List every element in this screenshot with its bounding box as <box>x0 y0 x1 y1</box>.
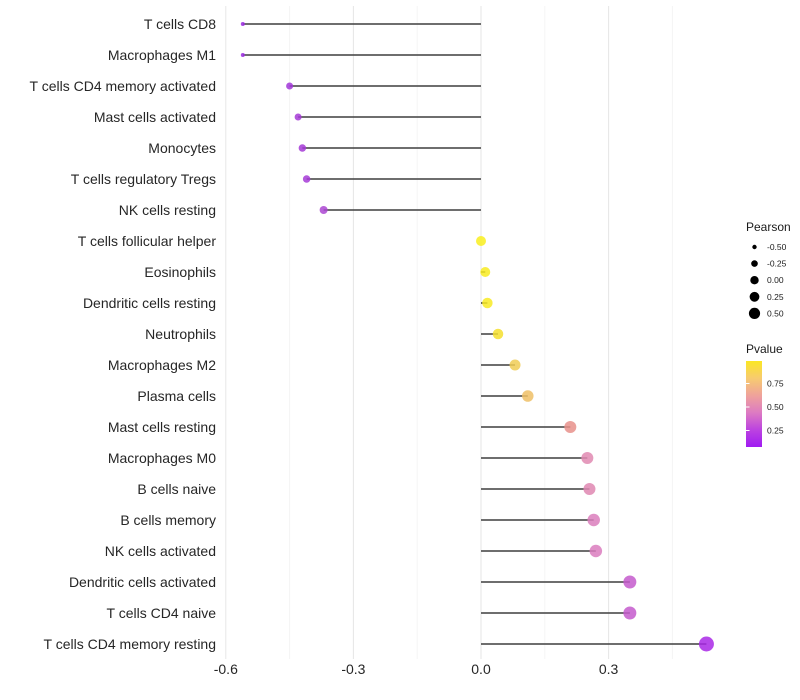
y-axis-label: Dendritic cells resting <box>83 295 216 311</box>
legend-size-dot <box>749 291 760 302</box>
y-axis-label: T cells regulatory Tregs <box>71 171 216 187</box>
lollipop-dot <box>698 636 714 652</box>
y-axis-label: Macrophages M1 <box>108 47 216 63</box>
legend-colorbar-label: 0.25 <box>767 426 784 436</box>
lollipop-dot <box>319 206 328 214</box>
legend-size-label: -0.50 <box>767 242 787 252</box>
y-axis-label: NK cells activated <box>105 543 216 559</box>
lollipop-dot <box>482 297 493 309</box>
lollipop-dot <box>522 390 534 402</box>
y-axis-label: Monocytes <box>148 140 216 156</box>
lollipop-dot <box>302 175 311 183</box>
y-axis-label: T cells CD4 memory activated <box>30 78 216 94</box>
y-axis-label: T cells follicular helper <box>78 233 217 249</box>
y-axis-label: Neutrophils <box>145 326 216 342</box>
legend-colorbar <box>746 361 762 447</box>
y-axis-label: Mast cells resting <box>108 419 216 435</box>
legend-size-label: 0.25 <box>767 292 784 302</box>
lollipop-dot <box>286 82 294 90</box>
lollipop-dot <box>492 328 504 340</box>
legend-size-dot <box>751 260 758 267</box>
lollipop-dot <box>581 452 594 464</box>
y-axis-label: Dendritic cells activated <box>69 574 216 590</box>
legend-size-dot <box>748 307 761 319</box>
lollipop-dot <box>623 606 637 620</box>
lollipop-dot <box>564 421 577 433</box>
y-axis-label: T cells CD4 memory resting <box>44 636 216 652</box>
legend-colorbar-label: 0.50 <box>767 402 784 412</box>
lollipop-dot <box>294 113 302 121</box>
legend-size-label: 0.50 <box>767 308 784 318</box>
lollipop-dot <box>587 513 600 527</box>
lollipop-dot <box>480 267 491 277</box>
lollipop-dot <box>583 483 596 495</box>
lollipop-dot <box>298 144 307 152</box>
lollipop-dot <box>476 236 486 246</box>
legend-size-dot <box>752 244 757 250</box>
legend-size-dot <box>750 276 759 285</box>
lollipop-dot <box>623 575 637 589</box>
y-axis-label: T cells CD8 <box>144 16 216 32</box>
y-axis-label: Eosinophils <box>144 264 216 280</box>
y-axis-label: T cells CD4 naive <box>107 605 217 621</box>
x-axis-tick-label: 0.3 <box>599 661 619 677</box>
y-axis-label: Macrophages M2 <box>108 357 216 373</box>
y-axis-label: Plasma cells <box>137 388 216 404</box>
x-axis-tick-label: -0.3 <box>341 661 365 677</box>
legend-pearson-title: Pearson <box>746 220 791 234</box>
y-axis-label: NK cells resting <box>119 202 216 218</box>
lollipop-dot <box>240 22 245 26</box>
y-axis-label: B cells naive <box>137 481 216 497</box>
y-axis-label: Macrophages M0 <box>108 450 216 466</box>
lollipop-dot <box>589 544 603 558</box>
legend-colorbar-label: 0.75 <box>767 379 784 389</box>
y-axis-label: Mast cells activated <box>94 109 216 125</box>
lollipop-dot <box>509 359 521 371</box>
legend-size-label: -0.25 <box>767 259 787 269</box>
lollipop-dot <box>240 53 245 57</box>
x-axis-tick-label: 0.0 <box>471 661 491 677</box>
x-axis-tick-label: -0.6 <box>214 661 238 677</box>
y-axis-label: B cells memory <box>120 512 216 528</box>
legend-pvalue-title: Pvalue <box>746 342 783 356</box>
legend-size-label: 0.00 <box>767 275 784 285</box>
